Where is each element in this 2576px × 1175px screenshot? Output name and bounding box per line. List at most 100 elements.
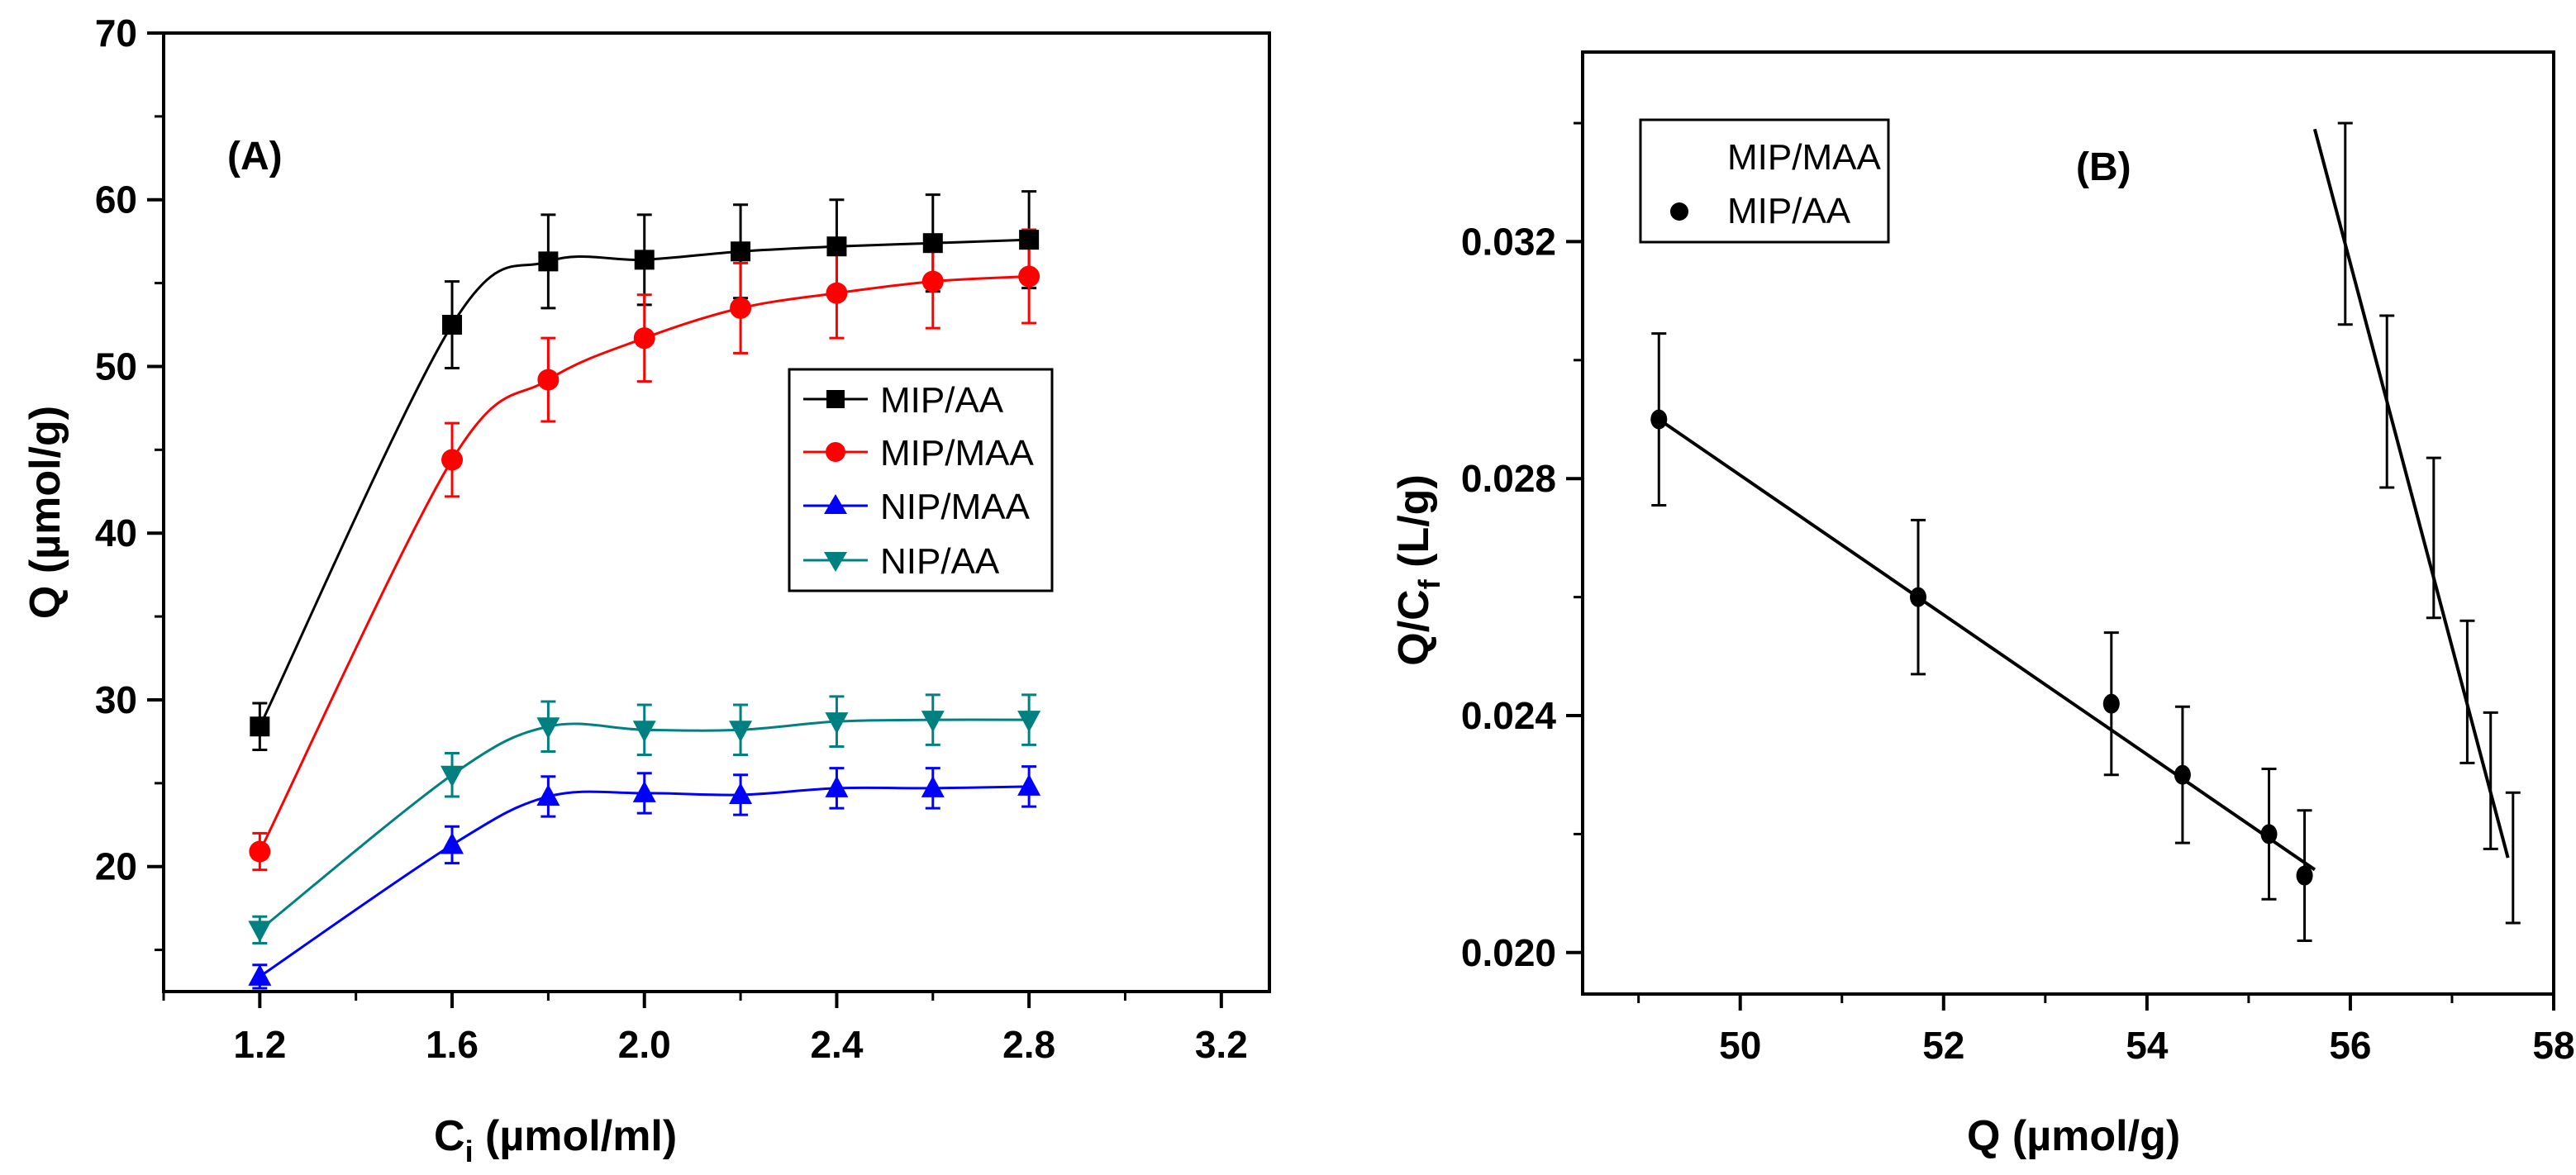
data-point-circle [730, 297, 752, 319]
legend-a: MIP/AA MIP/MAA NIP/MAA NIP/AA [788, 368, 1054, 592]
fit-line-mip-aa [1658, 417, 2316, 872]
data-point-circle [2260, 824, 2278, 844]
chart-panel-b: 50 52 54 56 58 0.020 0.024 0.028 0.032 (B) Q (µ… [1390, 50, 2575, 1160]
y-tick-label: 40 [95, 511, 137, 554]
data-point-circle [249, 840, 271, 863]
axis-ticks-a [147, 31, 1223, 1008]
legend-entry-nip-maa: NIP/MAA [803, 487, 1031, 527]
data-point-triangle-down [248, 920, 272, 943]
legend-entry-nip-aa: NIP/AA [803, 541, 1000, 582]
legend-marker-triangle-up [824, 494, 847, 514]
panel-label-a: (A) [227, 135, 283, 178]
data-point-triangle-down [1017, 711, 1041, 733]
data-point-square [442, 315, 463, 335]
error-bar [2505, 791, 2521, 925]
error-bar [2426, 456, 2441, 620]
series-line-nip-aa [259, 718, 1030, 931]
x-axis-label-b: Q (µmol/g) [1967, 1112, 2180, 1160]
legend-label: MIP/MAA [880, 433, 1034, 473]
y-tick-label: 50 [95, 345, 137, 388]
data-point-circle [633, 327, 655, 350]
data-point-circle [2102, 693, 2120, 714]
data-point-triangle-up [632, 780, 656, 802]
axis-ticks-b [1566, 121, 2555, 1011]
plot-frame-b [1581, 50, 2555, 996]
data-point-circle [2296, 865, 2313, 886]
legend-label: NIP/AA [880, 541, 1000, 582]
legend-label: MIP/AA [880, 380, 1004, 421]
y-tick-label: 0.020 [1461, 931, 1556, 974]
x-tick-labels-b: 50 52 54 56 58 [1719, 1024, 2574, 1067]
x-tick-label: 54 [2126, 1024, 2169, 1067]
data-point-circle [921, 270, 944, 293]
y-tick-label: 60 [95, 178, 137, 221]
data-point-triangle-down [729, 721, 753, 743]
x-tick-label: 1.6 [426, 1023, 479, 1066]
y-tick-label: 20 [95, 845, 137, 888]
x-tick-label: 2.8 [1002, 1023, 1055, 1066]
data-point-square [826, 236, 847, 257]
data-point-circle [2174, 764, 2191, 785]
data-point-triangle-up [825, 775, 849, 797]
data-point-triangle-down [536, 717, 560, 740]
data-point-circle [537, 369, 559, 391]
y-tick-label: 30 [95, 678, 137, 721]
x-tick-labels-a: 1.2 1.6 2.0 2.4 2.8 3.2 [233, 1023, 1247, 1066]
legend-b: MIP/MAA MIP/AA [1639, 118, 1890, 244]
data-point-circle [1018, 265, 1040, 288]
error-bar [2459, 619, 2475, 764]
series-line-nip-maa [259, 785, 1030, 978]
data-point-circle [1650, 409, 1668, 430]
legend-label: MIP/MAA [1727, 137, 1881, 178]
x-tick-label: 2.0 [618, 1023, 671, 1066]
error-bar [2337, 121, 2353, 326]
legend-marker-square [826, 390, 845, 408]
legend-entry-mip-maa: MIP/MAA [803, 433, 1034, 473]
data-point-square [922, 233, 943, 254]
data-point-triangle-down [440, 765, 464, 787]
y-tick-label: 70 [95, 12, 137, 55]
x-tick-label: 56 [2329, 1024, 2371, 1067]
error-bars-b [1651, 121, 2521, 942]
x-tick-label: 1.2 [233, 1023, 286, 1066]
markers-a [248, 230, 1041, 986]
x-tick-label: 52 [1922, 1024, 1964, 1067]
x-tick-label: 58 [2532, 1024, 2574, 1067]
data-point-square [1019, 230, 1040, 250]
data-point-triangle-up [536, 783, 560, 806]
y-axis-label-b: Q/Cf (L/g) [1390, 474, 1446, 666]
plot-frame-a [162, 31, 1271, 993]
y-tick-labels-b: 0.020 0.024 0.028 0.032 [1461, 220, 1557, 973]
data-point-triangle-up [440, 832, 464, 854]
data-point-circle [826, 282, 848, 304]
data-point-square [250, 716, 270, 737]
legend-label: NIP/MAA [880, 487, 1031, 527]
y-axis-label-a: Q (µmol/g) [21, 406, 69, 619]
data-point-triangle-down [825, 712, 849, 735]
data-point-square [538, 251, 559, 272]
y-tick-labels-a: 20 30 40 50 60 70 [95, 12, 137, 888]
legend-box-b [1639, 118, 1890, 244]
data-point-circle [1910, 587, 1927, 607]
data-point-circle [441, 449, 464, 471]
legend-entry-mip-aa: MIP/AA [803, 380, 1004, 421]
fit-line-mip-maa [2312, 128, 2510, 859]
data-point-triangle-up [729, 782, 753, 804]
x-tick-label: 3.2 [1195, 1023, 1248, 1066]
legend-marker-triangle-down [824, 552, 847, 572]
data-point-triangle-down [921, 711, 945, 733]
data-point-triangle-up [1017, 773, 1041, 796]
chart-panel-a: 1.2 1.6 2.0 2.4 2.8 3.2 20 30 40 50 60 70 (A) Ci (… [21, 12, 1271, 1168]
data-point-triangle-up [248, 963, 272, 986]
y-tick-label: 0.032 [1461, 220, 1556, 263]
x-tick-label: 50 [1719, 1024, 1761, 1067]
legend-label: MIP/AA [1727, 191, 1851, 231]
legend-marker-circle [826, 442, 845, 462]
legend-marker-circle [1670, 202, 1688, 221]
data-point-triangle-up [921, 775, 945, 797]
markers-b [1650, 409, 2313, 886]
panel-label-b: (B) [2076, 145, 2131, 189]
data-point-square [634, 250, 655, 270]
error-bar [2483, 711, 2498, 850]
